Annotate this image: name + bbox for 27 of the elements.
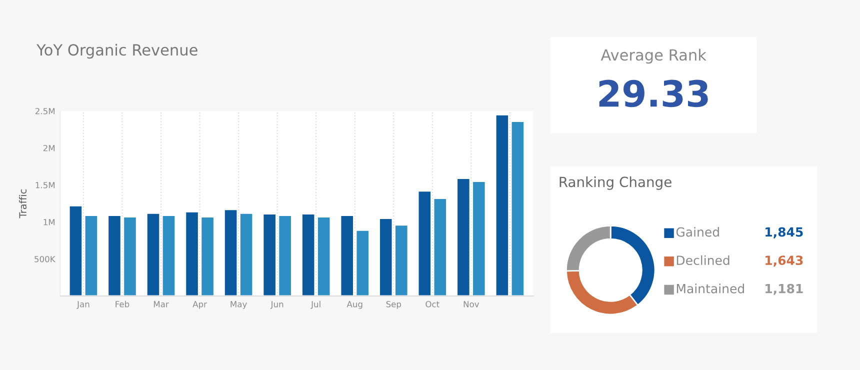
data-label: 1,643 xyxy=(766,256,803,267)
x-tick-label: Jun xyxy=(270,301,284,309)
y-tick-label: 2M xyxy=(43,144,55,152)
y-tick-label: 500K xyxy=(34,256,56,262)
x-tick-label: Jan xyxy=(76,301,90,309)
x-tick-label: Apr xyxy=(192,301,207,309)
text: Average Rank xyxy=(600,48,706,64)
x-tick-label: Feb xyxy=(116,300,130,308)
x-tick-label: Oct xyxy=(426,301,440,308)
chart-title: YoY Organic Revenue xyxy=(36,44,198,59)
legend-label: Maintained xyxy=(676,284,744,294)
x-tick-label: Mar xyxy=(154,301,169,308)
text: 29.33 xyxy=(599,80,708,108)
x-tick-label: Jul xyxy=(310,300,320,309)
y-tick-label: 1.5M xyxy=(36,182,55,188)
legend-label: Gained xyxy=(676,227,719,237)
x-tick-label: Aug xyxy=(346,301,362,309)
y-axis-title: Traffic xyxy=(19,189,27,218)
x-tick-label: Nov xyxy=(464,301,480,308)
x-tick-label: Sep xyxy=(386,301,402,309)
data-label: 1,845 xyxy=(766,227,803,238)
y-tick-label: 2.5M xyxy=(36,108,55,114)
y-tick-label: 1M xyxy=(44,219,55,226)
legend-label: Declined xyxy=(676,255,730,266)
data-label: 1,181 xyxy=(766,284,803,295)
x-tick-label: May xyxy=(230,301,247,309)
chart-title: Ranking Change xyxy=(560,176,672,190)
